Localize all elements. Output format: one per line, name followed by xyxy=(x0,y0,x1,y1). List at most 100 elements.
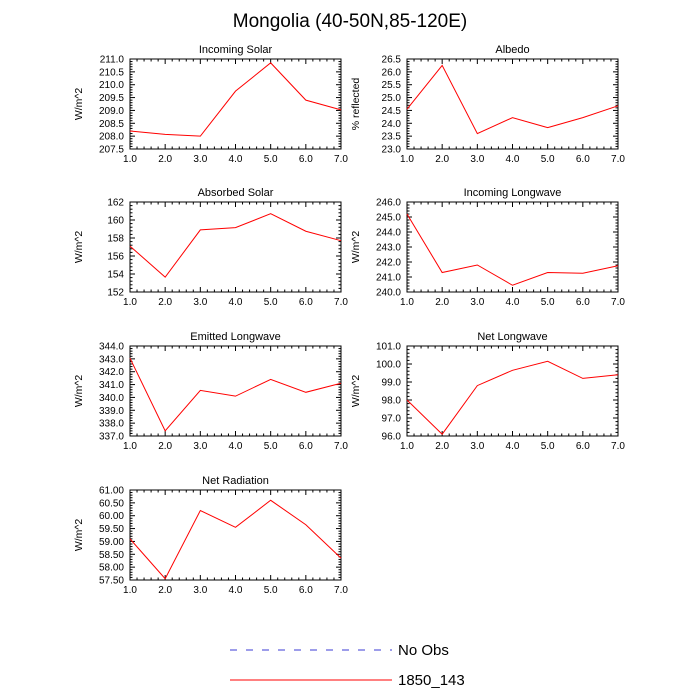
y-tick-label: 207.5 xyxy=(99,145,124,156)
x-tick-label: 5.0 xyxy=(541,154,555,165)
y-tick-label: 60.50 xyxy=(99,498,124,509)
x-tick-label: 2.0 xyxy=(158,154,172,165)
x-tick-label: 3.0 xyxy=(193,441,207,452)
plot-frame xyxy=(129,201,342,293)
panel-title: Emitted Longwave xyxy=(190,331,281,343)
panel-6: Net Longwave W/m^2 1.0 2.0 3.0 4.0 5.0 6.0 7.0 96… xyxy=(350,331,625,452)
panel-3: Absorbed Solar W/m^2 1.0 2.0 3.0 4.0 5.0 6.0 7.0… xyxy=(73,187,348,308)
plot-frame xyxy=(406,201,619,293)
x-tick-label: 7.0 xyxy=(611,154,625,165)
x-tick-label: 3.0 xyxy=(470,441,484,452)
x-tick-label: 4.0 xyxy=(506,297,520,308)
x-tick-label: 6.0 xyxy=(576,154,590,165)
y-tick-label: 209.0 xyxy=(99,106,124,117)
y-tick-label: 25.5 xyxy=(382,80,402,91)
y-tick-label: 341.0 xyxy=(99,380,124,391)
x-tick-label: 4.0 xyxy=(229,585,243,596)
figure-title: Mongolia (40-50N,85-120E) xyxy=(233,11,467,32)
y-tick-label: 210.0 xyxy=(99,80,124,91)
x-tick-label: 1.0 xyxy=(400,441,414,452)
x-tick-label: 1.0 xyxy=(400,154,414,165)
x-tick-label: 4.0 xyxy=(229,297,243,308)
y-tick-label: 338.0 xyxy=(99,419,124,430)
y-tick-label: 60.00 xyxy=(99,511,124,522)
x-tick-label: 7.0 xyxy=(334,441,348,452)
y-tick-label: 25.0 xyxy=(382,93,402,104)
series-line-1850_143 xyxy=(406,360,619,435)
y-tick-label: 24.0 xyxy=(382,119,402,130)
y-tick-label: 160 xyxy=(107,216,124,227)
panel-title: Incoming Longwave xyxy=(464,187,562,199)
x-tick-label: 3.0 xyxy=(470,297,484,308)
y-tick-label: 154 xyxy=(107,270,124,281)
x-tick-label: 7.0 xyxy=(334,154,348,165)
y-tick-label: 244.0 xyxy=(376,228,401,239)
x-tick-label: 4.0 xyxy=(506,441,520,452)
x-tick-label: 5.0 xyxy=(264,441,278,452)
y-axis-label: W/m^2 xyxy=(73,231,85,264)
panel-title: Net Longwave xyxy=(477,331,547,343)
x-tick-label: 5.0 xyxy=(541,297,555,308)
y-tick-label: 152 xyxy=(107,288,124,299)
x-tick-label: 1.0 xyxy=(123,154,137,165)
x-tick-label: 2.0 xyxy=(158,441,172,452)
y-axis-label: % reflected xyxy=(350,78,362,131)
x-tick-label: 1.0 xyxy=(400,297,414,308)
x-tick-label: 7.0 xyxy=(334,297,348,308)
y-tick-label: 342.0 xyxy=(99,367,124,378)
panel-5: Emitted Longwave W/m^2 1.0 2.0 3.0 4.0 5.0 6.0 7… xyxy=(73,331,348,452)
x-tick-label: 7.0 xyxy=(334,585,348,596)
x-tick-label: 3.0 xyxy=(193,154,207,165)
x-tick-label: 4.0 xyxy=(229,154,243,165)
x-tick-label: 5.0 xyxy=(264,585,278,596)
y-axis-label: W/m^2 xyxy=(73,375,85,408)
y-tick-label: 210.5 xyxy=(99,67,124,78)
x-tick-label: 4.0 xyxy=(506,154,520,165)
y-tick-label: 58.00 xyxy=(99,563,124,574)
y-axis-label: W/m^2 xyxy=(73,519,85,552)
y-tick-label: 59.00 xyxy=(99,537,124,548)
y-tick-label: 337.0 xyxy=(99,432,124,443)
y-tick-label: 241.0 xyxy=(376,273,401,284)
y-tick-label: 339.0 xyxy=(99,406,124,417)
panels: Incoming Solar W/m^2 1.0 2.0 3.0 4.0 5.0 6.0 7.0… xyxy=(73,44,625,596)
y-tick-label: 26.0 xyxy=(382,67,402,78)
x-tick-label: 2.0 xyxy=(435,441,449,452)
y-tick-label: 101.0 xyxy=(376,342,401,353)
series-line-1850_143 xyxy=(129,357,342,432)
x-tick-label: 1.0 xyxy=(123,441,137,452)
y-tick-label: 240.0 xyxy=(376,288,401,299)
y-tick-label: 97.0 xyxy=(382,414,402,425)
legend: No Obs 1850_143 xyxy=(230,642,465,689)
panel-title: Incoming Solar xyxy=(199,44,273,56)
series-line-1850_143 xyxy=(406,64,619,135)
panel-2: Albedo % reflected 1.0 2.0 3.0 4.0 5.0 6.0 7.0 23… xyxy=(350,44,625,165)
y-tick-label: 100.0 xyxy=(376,360,401,371)
y-tick-label: 340.0 xyxy=(99,393,124,404)
y-tick-label: 242.0 xyxy=(376,258,401,269)
y-tick-label: 156 xyxy=(107,252,124,263)
x-tick-label: 5.0 xyxy=(541,441,555,452)
plot-frame xyxy=(129,489,342,581)
y-axis-label: W/m^2 xyxy=(73,88,85,121)
series-line-1850_143 xyxy=(129,213,342,278)
panel-1: Incoming Solar W/m^2 1.0 2.0 3.0 4.0 5.0 6.0 7.0… xyxy=(73,44,348,165)
y-tick-label: 211.0 xyxy=(100,55,125,66)
y-tick-label: 246.0 xyxy=(376,198,401,209)
y-tick-label: 61.00 xyxy=(99,486,124,497)
panel-title: Albedo xyxy=(495,44,529,56)
x-tick-label: 3.0 xyxy=(193,585,207,596)
y-tick-label: 96.0 xyxy=(382,432,402,443)
x-tick-label: 2.0 xyxy=(435,154,449,165)
x-tick-label: 1.0 xyxy=(123,585,137,596)
y-tick-label: 98.0 xyxy=(382,396,402,407)
y-tick-label: 343.0 xyxy=(99,354,124,365)
panel-title: Absorbed Solar xyxy=(198,187,274,199)
x-tick-label: 6.0 xyxy=(299,585,313,596)
panel-4: Incoming Longwave W/m^2 1.0 2.0 3.0 4.0 5.0 6.0… xyxy=(350,187,625,308)
x-tick-label: 6.0 xyxy=(299,441,313,452)
x-tick-label: 5.0 xyxy=(264,297,278,308)
x-tick-label: 3.0 xyxy=(470,154,484,165)
y-tick-label: 208.0 xyxy=(99,132,124,143)
legend-label-1: No Obs xyxy=(398,642,449,659)
